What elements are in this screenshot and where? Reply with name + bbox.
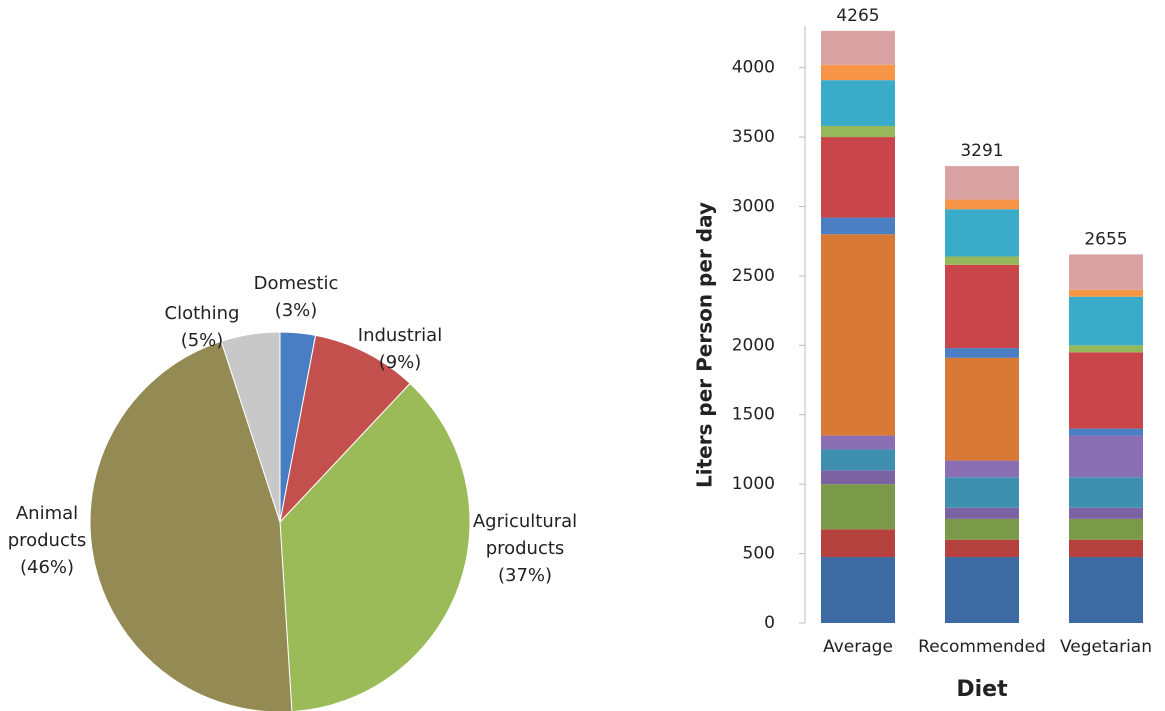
- y-tick-label: 1000: [732, 474, 775, 494]
- bar-segment: [945, 557, 1019, 623]
- bar-segment: [821, 470, 895, 485]
- bar-segment: [821, 30, 895, 65]
- slice-value-label: (9%): [378, 352, 422, 373]
- y-tick-label: 1500: [732, 405, 775, 425]
- bar-segment: [945, 477, 1019, 508]
- bar-segment: [1069, 254, 1143, 290]
- slice-label: Industrial: [357, 325, 443, 346]
- bar-segment: [945, 460, 1019, 478]
- x-axis-label: Diet: [956, 677, 1008, 702]
- bar-segment: [1069, 477, 1143, 508]
- bar-segment: [821, 137, 895, 218]
- bar-segment: [1069, 352, 1143, 429]
- pie-slice: [279, 334, 411, 524]
- bar-segment: [1069, 289, 1143, 297]
- bar-segment: [821, 64, 895, 81]
- bar-segment: [945, 348, 1019, 358]
- x-tick-label: Recommended: [918, 637, 1046, 657]
- bar-segment: [945, 209, 1019, 257]
- y-axis-label: Liters per Person per day: [693, 202, 717, 488]
- bar-segment: [1069, 557, 1143, 623]
- slice-label: Domestic: [253, 273, 339, 294]
- bar-total-label: 3291: [960, 141, 1003, 161]
- bar-segment: [821, 529, 895, 558]
- bar-total-label: 4265: [836, 6, 879, 26]
- bar-segment: [1069, 296, 1143, 346]
- bar-segment: [1069, 518, 1143, 540]
- bar-segment: [1069, 345, 1143, 353]
- slice-value-label: (46%): [19, 557, 75, 578]
- pie-slice: [220, 331, 281, 523]
- bar-segment: [821, 217, 895, 235]
- bar-segment: [1069, 428, 1143, 436]
- x-tick-label: Average: [823, 637, 893, 657]
- slice-value-label: (37%): [497, 565, 553, 586]
- bar-segment: [945, 357, 1019, 461]
- y-tick-label: 3000: [732, 196, 775, 216]
- bar-segment: [945, 264, 1019, 349]
- y-tick-label: 500: [743, 544, 775, 564]
- slice-label: Agricultural products: [472, 511, 578, 559]
- bar-segment: [821, 449, 895, 471]
- pie-slice: [89, 340, 293, 711]
- bar-segment: [945, 507, 1019, 519]
- slice-label: Clothing: [164, 303, 240, 324]
- bar-segment: [821, 557, 895, 623]
- bar-segment: [1069, 539, 1143, 558]
- bar-segment: [1069, 507, 1143, 519]
- x-tick-label: Vegetarian: [1060, 637, 1152, 657]
- y-tick-label: 4000: [732, 58, 775, 78]
- y-tick-label: 2500: [732, 266, 775, 286]
- y-tick-label: 3500: [732, 127, 775, 147]
- bar-segment: [945, 166, 1019, 200]
- y-tick-label: 2000: [732, 335, 775, 355]
- bar-segment: [821, 125, 895, 138]
- bar-segment: [945, 199, 1019, 210]
- bar-segment: [821, 435, 895, 450]
- bar-segment: [821, 80, 895, 126]
- slice-label: Animal products: [7, 503, 87, 551]
- bar-total-label: 2655: [1084, 229, 1127, 249]
- bar-segment: [821, 484, 895, 530]
- slice-value-label: (5%): [180, 330, 224, 351]
- pie-slice: [279, 382, 471, 711]
- bar-segment: [821, 234, 895, 436]
- bar-segment: [945, 256, 1019, 265]
- bar-segment: [1069, 435, 1143, 478]
- bar-segment: [945, 539, 1019, 558]
- slice-value-label: (3%): [274, 300, 318, 321]
- bar-segment: [945, 518, 1019, 540]
- y-tick-label: 0: [764, 613, 775, 633]
